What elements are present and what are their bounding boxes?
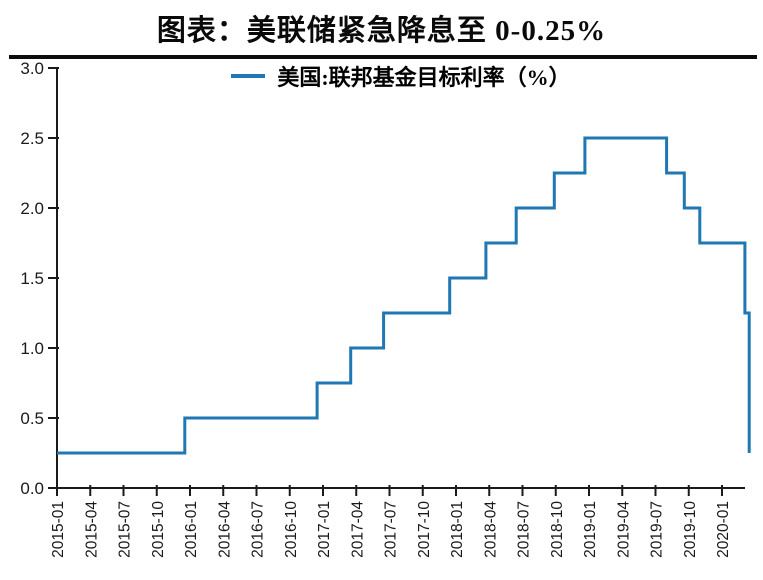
x-tick-label: 2015-04 xyxy=(83,501,100,558)
x-tick-label: 2018-10 xyxy=(549,501,566,558)
x-tick-label: 2019-01 xyxy=(582,501,599,558)
x-tick-label: 2015-07 xyxy=(117,501,134,558)
y-tick-label: 3.0 xyxy=(20,59,44,78)
x-tick-label: 2020-01 xyxy=(715,501,732,558)
x-tick-label: 2017-10 xyxy=(416,501,433,558)
y-tick-label: 2.5 xyxy=(20,129,44,148)
y-tick-label: 1.0 xyxy=(20,339,44,358)
title-divider-line xyxy=(9,55,757,59)
x-tick-label: 2018-01 xyxy=(449,501,466,558)
x-tick-label: 2018-04 xyxy=(482,501,499,558)
y-tick-label: 0.5 xyxy=(20,409,44,428)
rate-step-line xyxy=(57,136,751,455)
figure-title: 图表：美联储紧急降息至 0-0.25% xyxy=(156,15,607,47)
x-tick-label: 2018-07 xyxy=(516,501,533,558)
x-tick-label: 2016-01 xyxy=(183,501,200,558)
x-tick-label: 2015-10 xyxy=(150,501,167,558)
x-tick-label: 2019-10 xyxy=(682,501,699,558)
x-tick-label: 2019-07 xyxy=(649,501,666,558)
y-tick-label: 1.5 xyxy=(20,269,44,288)
y-tick-label: 0.0 xyxy=(20,479,44,498)
legend-series-label: 美国:联邦基金目标利率（%） xyxy=(277,65,571,90)
chart-legend: 美国:联邦基金目标利率（%） xyxy=(57,62,745,90)
x-tick-label: 2016-04 xyxy=(216,501,233,558)
x-tick-label: 2017-07 xyxy=(383,501,400,558)
x-tick-label: 2019-04 xyxy=(615,501,632,558)
x-tick-label: 2017-01 xyxy=(316,501,333,558)
x-tick-label: 2016-07 xyxy=(250,501,267,558)
x-tick-label: 2015-01 xyxy=(50,501,67,558)
x-tick-label: 2017-04 xyxy=(349,501,366,558)
legend-line-swatch xyxy=(231,74,266,78)
x-tick-label: 2016-10 xyxy=(283,501,300,558)
y-tick-label: 2.0 xyxy=(20,199,44,218)
